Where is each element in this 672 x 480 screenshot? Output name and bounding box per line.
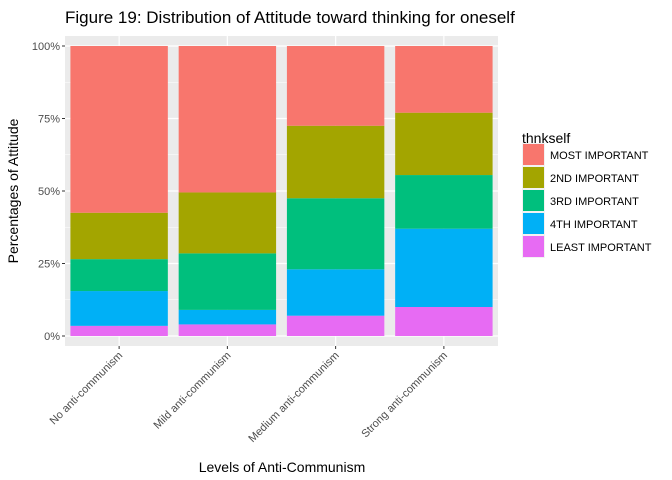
legend-swatch <box>523 190 544 211</box>
legend-label: 2ND IMPORTANT <box>550 173 639 185</box>
x-axis-ticks: No anti-communism Mild anti-communism Medi… <box>48 346 450 445</box>
y-tick-label: 0% <box>44 331 60 343</box>
bar-segment <box>395 307 493 336</box>
legend-label: MOST IMPORTANT <box>550 150 649 162</box>
bar-segment <box>178 324 277 336</box>
legend-label: 3RD IMPORTANT <box>550 196 639 208</box>
legend: thnkself MOST IMPORTANT 2ND IMPORTANT 3RD … <box>522 130 652 258</box>
y-axis-ticks: 0% 25% 50% 75% 100% <box>32 41 65 343</box>
bar-segment <box>178 253 277 310</box>
bar-segment <box>70 212 168 260</box>
legend-swatch <box>523 213 544 234</box>
bar-segment <box>395 175 493 229</box>
x-axis-title: Levels of Anti-Communism <box>199 459 366 475</box>
y-tick-label: 75% <box>38 114 60 126</box>
bar-segment <box>286 125 385 199</box>
chart-title: Figure 19: Distribution of Attitude towa… <box>65 8 515 27</box>
y-axis-title: Percentages of Attitude <box>5 118 21 263</box>
bar-segment <box>286 46 385 126</box>
bars <box>70 46 493 336</box>
legend-label: LEAST IMPORTANT <box>550 242 652 254</box>
legend-label: 4TH IMPORTANT <box>550 219 638 231</box>
bar-segment <box>395 112 493 176</box>
bar-segment <box>178 309 277 325</box>
bar-segment <box>70 291 168 326</box>
y-tick-label: 25% <box>38 259 60 271</box>
legend-swatch <box>523 236 544 257</box>
bar-segment <box>286 269 385 316</box>
bar-segment <box>395 228 493 307</box>
x-tick-label: Strong anti-communism <box>359 350 450 441</box>
bar-segment <box>70 46 168 213</box>
y-tick-label: 100% <box>32 41 60 53</box>
legend-swatch <box>523 144 544 165</box>
x-tick-label: Medium anti-communism <box>246 350 341 445</box>
bar-segment <box>70 325 168 336</box>
x-tick-label: Mild anti-communism <box>152 350 234 432</box>
bar-segment <box>70 259 168 292</box>
y-tick-label: 50% <box>38 186 60 198</box>
bar-segment <box>395 46 493 113</box>
legend-swatch <box>523 167 544 188</box>
x-tick-label: No anti-communism <box>48 350 126 428</box>
bar-segment <box>178 192 277 254</box>
bar-segment <box>286 315 385 336</box>
legend-title: thnkself <box>522 130 570 146</box>
bar-segment <box>286 198 385 270</box>
bar-segment <box>178 46 277 193</box>
